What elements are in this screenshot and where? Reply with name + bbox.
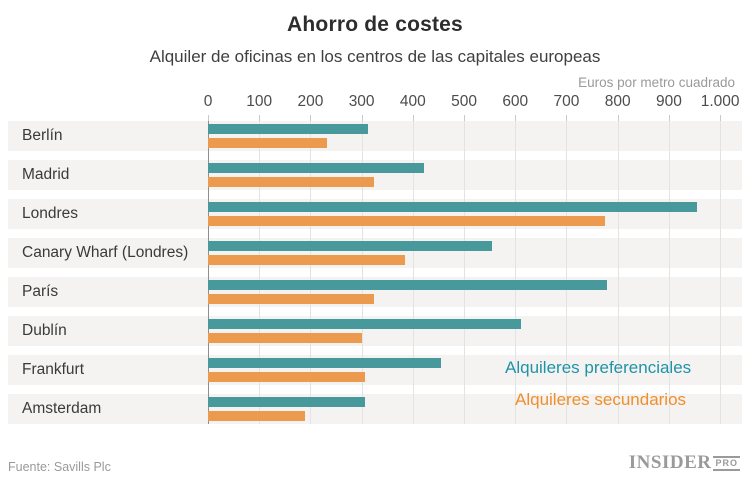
secondary-bar [208,411,306,421]
x-tick-mark [361,115,363,121]
x-tick-label: 100 [246,93,273,110]
x-tick-mark [259,115,261,121]
x-tick-label: 700 [553,93,580,110]
chart-title: Ahorro de costes [287,13,463,36]
chart-subtitle: Alquiler de oficinas en los centros de l… [149,47,601,66]
chart-row: Madrid [8,160,742,190]
preferential-bar [208,319,522,329]
x-tick-mark [464,115,466,121]
row-bars [208,160,742,190]
row-bars [208,199,742,229]
row-bars [208,277,742,307]
x-tick-label: 800 [604,93,631,110]
row-label: Amsterdam [22,400,102,417]
secondary-bar [208,294,375,304]
row-bars [208,394,742,424]
bar-chart: 0 100 200 300 400 500 600 700 800 900 1.000 Alquil… [8,91,742,424]
legend-secondary: Alquileres secundarios [515,390,687,409]
chart-row: Berlín [8,121,742,151]
x-tick-label: 500 [451,93,477,110]
row-label: Canary Wharf (Londres) [22,244,189,261]
row-label: Londres [22,205,79,222]
row-label: Berlín [22,127,63,144]
x-tick-mark [412,115,414,121]
source-text: Fuente: Savills Plc [8,460,111,474]
row-bars [208,121,742,151]
x-tick-label: 600 [502,93,529,110]
secondary-bar [208,177,375,187]
row-label: Frankfurt [22,361,85,378]
chart-row: Canary Wharf (Londres) [8,238,742,268]
x-tick-mark [566,115,568,121]
footer: Fuente: Savills Plc INSIDER PRO [8,452,740,474]
x-tick-mark [668,115,670,121]
x-tick-label: 200 [297,93,324,110]
secondary-bar [208,255,406,265]
preferential-bar [208,202,698,212]
secondary-bar [208,138,328,148]
chart-row: París [8,277,742,307]
x-tick-label: 900 [655,93,682,110]
x-axis-ticks: 0 100 200 300 400 500 600 700 800 900 1.000 [204,91,742,121]
x-tick-mark [720,115,722,121]
logo-pro-badge: PRO [713,455,740,471]
preferential-bar [208,358,441,368]
insider-pro-logo: INSIDER PRO [629,452,740,474]
row-bars [208,316,742,346]
chart-row: Dublín [8,316,742,346]
row-bars [208,355,742,385]
x-tick-mark [515,115,517,121]
x-tick-label: 300 [348,93,375,110]
x-tick-label: 400 [399,93,426,110]
preferential-bar [208,163,424,173]
row-label: París [22,283,59,300]
row-bars [208,238,742,268]
chart-row: Londres [8,199,742,229]
x-tick-mark [208,115,209,121]
row-label: Dublín [22,322,67,339]
x-tick-label: 1.000 [700,93,740,110]
x-tick-label: 0 [203,93,213,110]
logo-main-text: INSIDER [628,452,712,473]
preferential-bar [208,124,369,134]
chart-plot-area: Alquileres preferenciales Alquileres sec… [8,121,742,424]
legend-preferential: Alquileres preferenciales [505,358,692,377]
axis-unit-label: Euros por metro cuadrado [578,75,735,90]
x-tick-mark [617,115,619,121]
preferential-bar [208,397,365,407]
secondary-bar [208,333,362,343]
preferential-bar [208,241,493,251]
x-tick-mark [310,115,312,121]
preferential-bar [208,280,608,290]
secondary-bar [208,372,365,382]
secondary-bar [208,216,605,226]
chart-row: Frankfurt [8,355,742,385]
chart-row: Amsterdam [8,394,742,424]
row-label: Madrid [22,166,70,183]
